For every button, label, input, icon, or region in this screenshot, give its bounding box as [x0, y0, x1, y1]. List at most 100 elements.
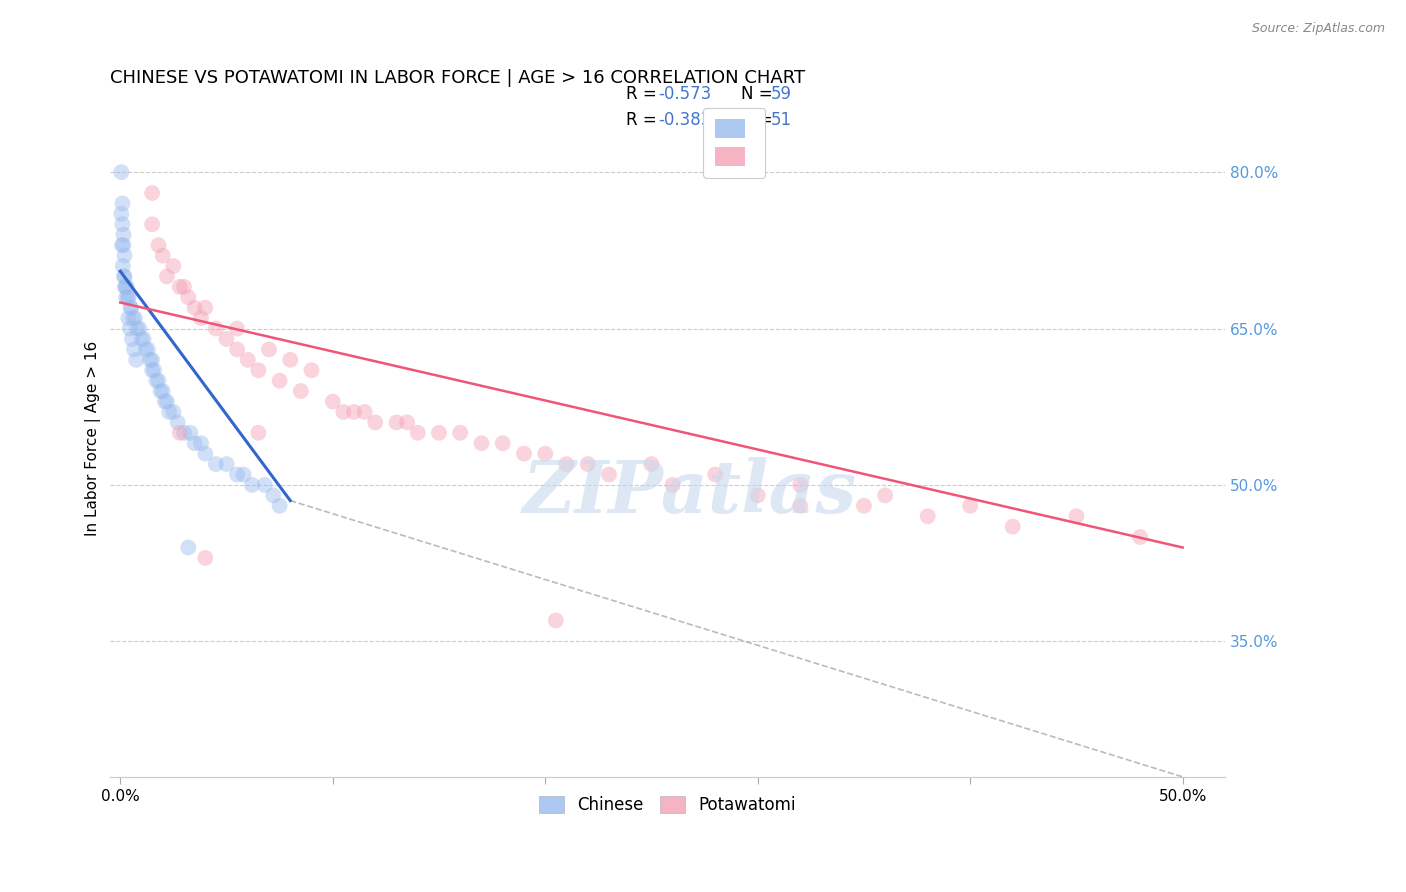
Point [598, 467, 620, 482]
Point [169, 425, 191, 440]
Point [177, 290, 200, 304]
Text: -0.383: -0.383 [658, 111, 711, 128]
Point [269, 374, 291, 388]
Point [269, 499, 291, 513]
Point [194, 447, 217, 461]
Point [226, 467, 249, 482]
Point [247, 425, 270, 440]
Point [114, 249, 136, 263]
Point [112, 269, 135, 284]
Point [117, 290, 139, 304]
Text: R =: R = [626, 85, 662, 103]
Point [148, 238, 170, 252]
Point [364, 416, 387, 430]
Point [173, 280, 195, 294]
Point [111, 238, 134, 252]
Point [111, 217, 134, 231]
Point [128, 321, 150, 335]
Point [226, 321, 249, 335]
Point [122, 311, 145, 326]
Point [226, 343, 249, 357]
Point [343, 405, 366, 419]
Point [205, 321, 228, 335]
Point [183, 436, 205, 450]
Point [132, 332, 155, 346]
Y-axis label: In Labor Force | Age > 16: In Labor Force | Age > 16 [86, 341, 101, 536]
Point [875, 488, 897, 502]
Point [406, 425, 429, 440]
Point [353, 405, 375, 419]
Text: N =: N = [741, 111, 778, 128]
Point [513, 447, 536, 461]
Point [1129, 530, 1152, 544]
Point [236, 352, 259, 367]
Point [640, 457, 662, 471]
Point [125, 352, 148, 367]
Point [143, 363, 166, 377]
Point [183, 301, 205, 315]
Point [152, 249, 174, 263]
Point [173, 425, 195, 440]
Point [179, 425, 201, 440]
Point [190, 436, 212, 450]
Point [301, 363, 323, 377]
Point [120, 301, 142, 315]
Point [232, 467, 254, 482]
Point [396, 416, 419, 430]
Point [190, 311, 212, 326]
Point [177, 541, 200, 555]
Point [322, 394, 344, 409]
Point [118, 321, 141, 335]
Point [114, 280, 136, 294]
Point [141, 186, 163, 200]
Point [240, 478, 263, 492]
Point [1001, 519, 1024, 533]
Point [112, 227, 135, 242]
Point [131, 332, 153, 346]
Point [262, 488, 284, 502]
Point [127, 321, 149, 335]
Point [141, 363, 163, 377]
Point [120, 301, 142, 315]
Point [157, 405, 180, 419]
Point [555, 457, 578, 471]
Point [917, 509, 939, 524]
Point [278, 352, 301, 367]
Text: R =: R = [626, 111, 662, 128]
Point [111, 196, 134, 211]
Point [112, 238, 135, 252]
Point [449, 425, 471, 440]
Point [215, 457, 238, 471]
Point [124, 311, 146, 326]
Point [117, 311, 139, 326]
Point [145, 374, 167, 388]
Point [544, 614, 567, 628]
Point [135, 343, 157, 357]
Point [959, 499, 981, 513]
Point [492, 436, 515, 450]
Point [122, 343, 145, 357]
Point [110, 165, 132, 179]
Point [148, 374, 170, 388]
Point [534, 447, 557, 461]
Text: -0.573: -0.573 [658, 85, 711, 103]
Point [257, 343, 280, 357]
Text: N =: N = [741, 85, 778, 103]
Point [118, 290, 141, 304]
Point [215, 332, 238, 346]
Point [247, 363, 270, 377]
Point [156, 394, 179, 409]
Point [661, 478, 683, 492]
Point [166, 416, 188, 430]
Text: 59: 59 [770, 85, 792, 103]
Point [470, 436, 492, 450]
Point [385, 416, 408, 430]
Point [747, 488, 769, 502]
Point [162, 259, 184, 273]
Text: CHINESE VS POTAWATOMI IN LABOR FORCE | AGE > 16 CORRELATION CHART: CHINESE VS POTAWATOMI IN LABOR FORCE | A… [110, 69, 804, 87]
Point [253, 478, 276, 492]
Point [789, 499, 811, 513]
Point [115, 290, 138, 304]
Point [332, 405, 354, 419]
Point [121, 332, 143, 346]
